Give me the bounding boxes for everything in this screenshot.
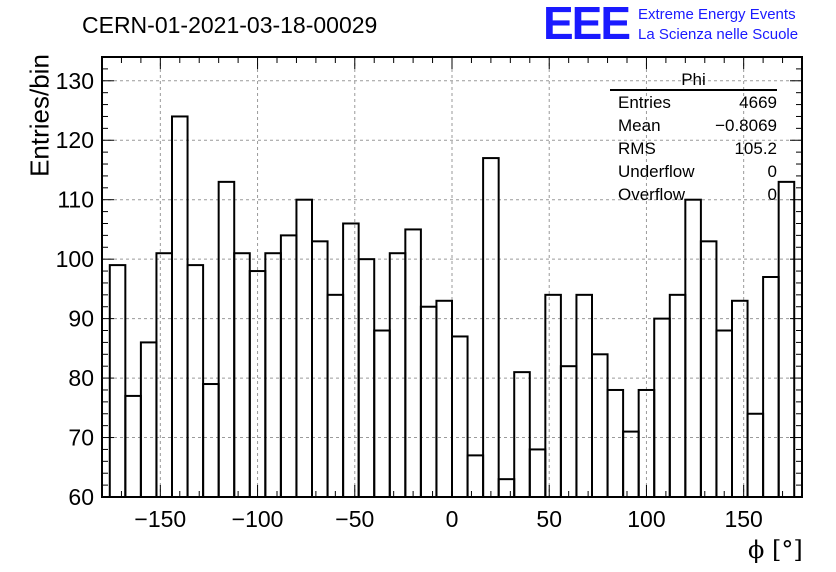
histogram-bin: [777, 180, 796, 498]
histogram-bin: [466, 454, 485, 499]
stats-box: Phi Entries 4669 Mean −0.8069 RMS 105.2 Und…: [610, 70, 777, 206]
logo-line-2: La Scienza nelle Scuole: [638, 26, 799, 43]
histogram-bin: [497, 478, 516, 499]
y-tick-label: 90: [68, 306, 94, 332]
stats-title: Phi: [610, 70, 777, 91]
logo-line-1: Extreme Energy Events: [638, 6, 796, 23]
histogram-bin: [668, 293, 687, 498]
y-tick-label: 120: [56, 127, 94, 153]
histogram-bin: [108, 264, 127, 498]
histogram-bin: [139, 341, 158, 498]
histogram-bin: [699, 240, 718, 498]
histogram-bin: [202, 383, 220, 499]
histogram-bin: [186, 264, 205, 498]
y-axis-label: Entries/bin: [24, 54, 55, 177]
histogram-bin: [715, 329, 734, 498]
histogram-bin: [684, 198, 702, 498]
histogram-bin: [311, 240, 329, 498]
histogram-bin: [731, 299, 749, 498]
x-tick-label: 50: [536, 506, 562, 532]
stats-row-mean: Mean −0.8069: [618, 116, 777, 135]
histogram-bin: [217, 180, 236, 498]
stats-row-overflow: Overflow 0: [618, 185, 777, 204]
y-tick-label: 110: [57, 187, 94, 213]
histogram-bin: [233, 252, 251, 498]
histogram-bin: [264, 252, 282, 498]
x-tick-label: −50: [335, 506, 374, 532]
stats-row-underflow: Underflow 0: [618, 162, 777, 181]
histogram-bin: [404, 228, 422, 498]
y-tick-label: 60: [68, 484, 94, 510]
y-tick-label: 70: [68, 425, 94, 451]
histogram-bin: [171, 115, 189, 498]
histogram-bin: [295, 198, 314, 498]
eee-logo: EEE: [543, 0, 631, 49]
histogram-bin: [622, 430, 640, 499]
stats-row-rms: RMS 105.2: [618, 139, 777, 158]
histogram-bin: [482, 157, 500, 498]
histogram-bin: [279, 234, 298, 498]
histogram-bin: [124, 394, 142, 498]
histogram-bin: [559, 365, 578, 498]
histogram-bin: [388, 252, 407, 498]
y-tick-label: 80: [68, 365, 94, 391]
y-tick-label: 100: [56, 246, 94, 272]
histogram-bin: [575, 293, 594, 498]
x-axis-label: ϕ [°]: [748, 536, 803, 564]
histogram-bin: [513, 371, 531, 498]
x-tick-label: −150: [134, 506, 186, 532]
x-tick-label: 150: [724, 506, 762, 532]
stats-row-entries: Entries 4669: [618, 93, 777, 112]
histogram-bin: [419, 305, 438, 498]
histogram-bin: [544, 293, 562, 498]
histogram-bin: [342, 222, 360, 498]
histogram-bin: [155, 252, 173, 498]
histogram-bin: [326, 293, 345, 498]
x-tick-label: −100: [232, 506, 284, 532]
histogram-bin: [762, 276, 780, 498]
histogram-bin: [746, 412, 765, 498]
x-tick-label: 0: [446, 506, 459, 532]
histogram-bin: [653, 317, 671, 498]
histogram-bin: [435, 299, 454, 498]
x-tick-label: 100: [627, 506, 665, 532]
histogram-bin: [528, 448, 547, 498]
histogram-bin: [451, 335, 469, 499]
histogram-bin: [373, 329, 391, 498]
chart-title: CERN-01-2021-03-18-00029: [82, 12, 378, 38]
histogram-bin: [591, 353, 609, 498]
y-tick-label: 130: [56, 68, 94, 94]
histogram-bin: [606, 388, 625, 498]
